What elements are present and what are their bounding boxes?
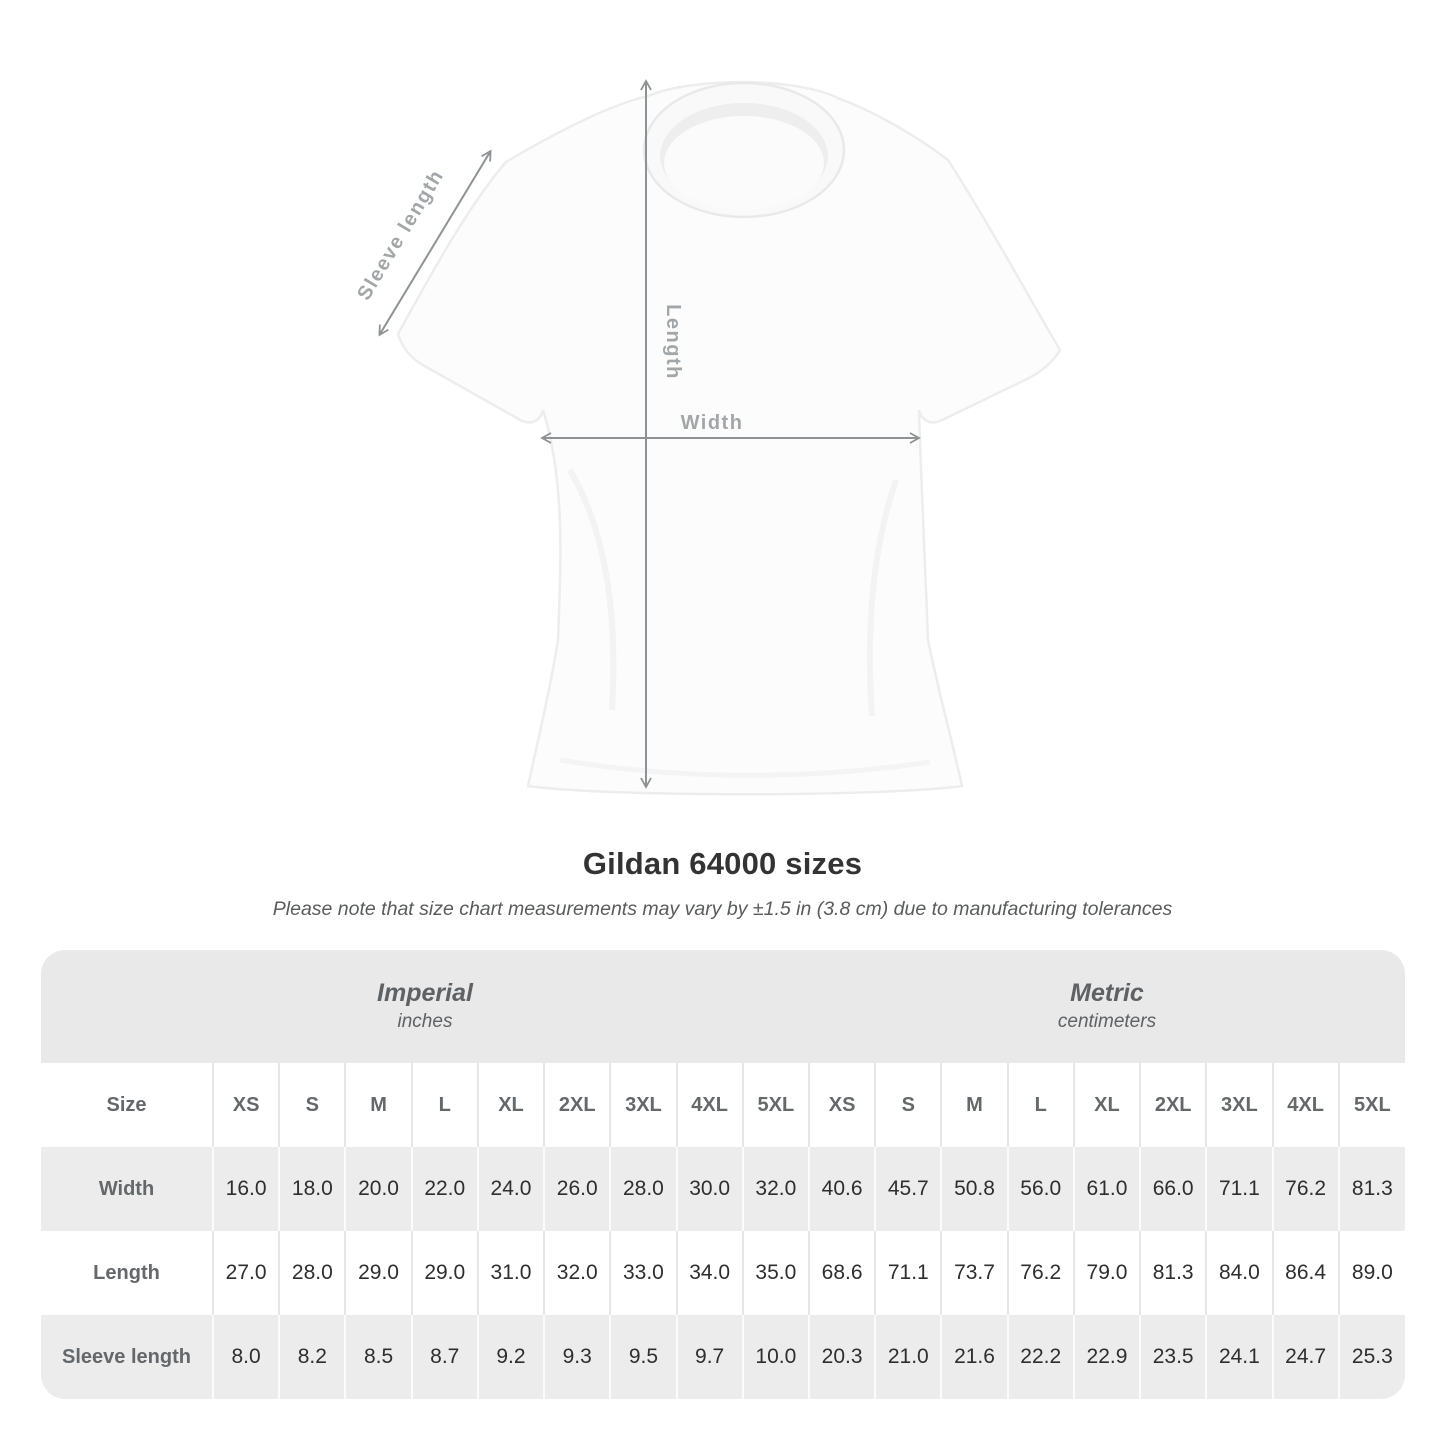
value-cell-metric: 79.0 bbox=[1072, 1231, 1141, 1315]
value-cell-imperial: 31.0 bbox=[476, 1231, 545, 1315]
value-cell-imperial: 34.0 bbox=[675, 1231, 743, 1315]
value-cell-metric: 25.3 bbox=[1337, 1315, 1405, 1399]
value-cell-imperial: 26.0 bbox=[543, 1147, 611, 1231]
row-label-cell: Length bbox=[41, 1231, 213, 1315]
value-cell-metric: 68.6 bbox=[807, 1231, 876, 1315]
value-cell-imperial: 29.0 bbox=[410, 1231, 478, 1315]
measurement-arrows bbox=[378, 79, 921, 789]
value-cell-imperial: 28.0 bbox=[609, 1147, 677, 1231]
size-table: Imperial inches Metric centimeters Size XS S M L… bbox=[41, 950, 1405, 1399]
width-label: Width bbox=[681, 412, 744, 434]
table-row-width: Width 16.0 18.0 20.0 22.0 24.0 26.0 28.0 30.0 32.… bbox=[41, 1147, 1405, 1231]
unit-group-label: Metric bbox=[1070, 979, 1144, 1008]
size-header-cell: Size bbox=[41, 1063, 213, 1147]
table-row-sleeve-length: Sleeve length 8.0 8.2 8.5 8.7 9.2 9.3 9.5 9.7 10.… bbox=[41, 1315, 1405, 1399]
value-cell-metric: 20.3 bbox=[807, 1315, 876, 1399]
table-row-length: Length 27.0 28.0 29.0 29.0 31.0 32.0 33.0 34.0 35… bbox=[41, 1231, 1405, 1315]
row-label-cell: Sleeve length bbox=[41, 1315, 213, 1399]
value-cell-metric: 22.9 bbox=[1072, 1315, 1141, 1399]
size-col-metric-5xl: 5XL bbox=[1337, 1063, 1405, 1147]
size-col-metric-2xl: 2XL bbox=[1139, 1063, 1207, 1147]
value-cell-metric: 50.8 bbox=[940, 1147, 1008, 1231]
value-cell-imperial: 9.5 bbox=[609, 1315, 677, 1399]
value-cell-metric: 40.6 bbox=[807, 1147, 876, 1231]
metric-group-header: Metric centimeters bbox=[808, 950, 1405, 1063]
tshirt-measurement-figure: Sleeve length Length Width bbox=[353, 79, 1062, 796]
size-col-metric-m: M bbox=[940, 1063, 1008, 1147]
unit-header-row: Imperial inches Metric centimeters bbox=[41, 950, 1405, 1063]
size-table-grid: Imperial inches Metric centimeters Size XS S M L… bbox=[41, 950, 1405, 1399]
value-cell-metric: 24.7 bbox=[1271, 1315, 1339, 1399]
length-label: Length bbox=[662, 304, 684, 380]
value-cell-metric: 22.2 bbox=[1006, 1315, 1074, 1399]
value-cell-imperial: 8.0 bbox=[211, 1315, 280, 1399]
value-cell-metric: 86.4 bbox=[1271, 1231, 1339, 1315]
page-subtitle: Please note that size chart measurements… bbox=[272, 898, 1173, 920]
unit-group-unit: inches bbox=[397, 1011, 453, 1033]
size-col-imperial-s: S bbox=[278, 1063, 346, 1147]
size-col-metric-xl: XL bbox=[1072, 1063, 1141, 1147]
value-cell-metric: 21.6 bbox=[940, 1315, 1008, 1399]
value-cell-imperial: 20.0 bbox=[344, 1147, 412, 1231]
value-cell-metric: 23.5 bbox=[1139, 1315, 1207, 1399]
value-cell-metric: 81.3 bbox=[1337, 1147, 1405, 1231]
value-cell-imperial: 10.0 bbox=[741, 1315, 809, 1399]
value-cell-metric: 45.7 bbox=[874, 1147, 942, 1231]
value-cell-metric: 76.2 bbox=[1006, 1231, 1074, 1315]
value-cell-imperial: 9.3 bbox=[543, 1315, 611, 1399]
size-col-metric-l: L bbox=[1006, 1063, 1074, 1147]
sleeve-length-arrow bbox=[378, 149, 492, 337]
size-col-imperial-xs: XS bbox=[211, 1063, 280, 1147]
value-cell-metric: 61.0 bbox=[1072, 1147, 1141, 1231]
value-cell-imperial: 9.7 bbox=[675, 1315, 743, 1399]
value-cell-imperial: 30.0 bbox=[675, 1147, 743, 1231]
value-cell-imperial: 8.7 bbox=[410, 1315, 478, 1399]
value-cell-metric: 81.3 bbox=[1139, 1231, 1207, 1315]
value-cell-imperial: 27.0 bbox=[211, 1231, 280, 1315]
value-cell-imperial: 28.0 bbox=[278, 1231, 346, 1315]
value-cell-imperial: 32.0 bbox=[741, 1147, 809, 1231]
value-cell-imperial: 32.0 bbox=[543, 1231, 611, 1315]
size-col-imperial-5xl: 5XL bbox=[741, 1063, 809, 1147]
size-col-imperial-m: M bbox=[344, 1063, 412, 1147]
size-col-imperial-4xl: 4XL bbox=[675, 1063, 743, 1147]
size-col-imperial-xl: XL bbox=[476, 1063, 545, 1147]
value-cell-metric: 71.1 bbox=[874, 1231, 942, 1315]
value-cell-imperial: 24.0 bbox=[476, 1147, 545, 1231]
unit-group-label: Imperial bbox=[377, 979, 473, 1008]
value-cell-metric: 56.0 bbox=[1006, 1147, 1074, 1231]
size-header-row: Size XS S M L XL 2XL 3XL 4XL 5XL XS S M L XL 2XL 3XL 4XL 5… bbox=[41, 1063, 1405, 1147]
value-cell-imperial: 8.2 bbox=[278, 1315, 346, 1399]
value-cell-imperial: 35.0 bbox=[741, 1231, 809, 1315]
value-cell-metric: 24.1 bbox=[1205, 1315, 1273, 1399]
value-cell-metric: 73.7 bbox=[940, 1231, 1008, 1315]
value-cell-imperial: 8.5 bbox=[344, 1315, 412, 1399]
value-cell-metric: 21.0 bbox=[874, 1315, 942, 1399]
size-col-metric-3xl: 3XL bbox=[1205, 1063, 1273, 1147]
size-col-metric-s: S bbox=[874, 1063, 942, 1147]
value-cell-metric: 89.0 bbox=[1337, 1231, 1405, 1315]
size-col-imperial-l: L bbox=[410, 1063, 478, 1147]
imperial-group-header: Imperial inches bbox=[41, 950, 809, 1063]
value-cell-metric: 76.2 bbox=[1271, 1147, 1339, 1231]
value-cell-imperial: 16.0 bbox=[211, 1147, 280, 1231]
unit-group-unit: centimeters bbox=[1057, 1011, 1157, 1033]
size-col-imperial-2xl: 2XL bbox=[543, 1063, 611, 1147]
value-cell-metric: 71.1 bbox=[1205, 1147, 1273, 1231]
row-label-cell: Width bbox=[41, 1147, 213, 1231]
value-cell-imperial: 22.0 bbox=[410, 1147, 478, 1231]
value-cell-imperial: 9.2 bbox=[476, 1315, 545, 1399]
size-col-metric-xs: XS bbox=[807, 1063, 876, 1147]
value-cell-metric: 66.0 bbox=[1139, 1147, 1207, 1231]
value-cell-imperial: 29.0 bbox=[344, 1231, 412, 1315]
value-cell-metric: 84.0 bbox=[1205, 1231, 1273, 1315]
size-col-metric-4xl: 4XL bbox=[1271, 1063, 1339, 1147]
page-title: Gildan 64000 sizes bbox=[582, 846, 863, 881]
value-cell-imperial: 18.0 bbox=[278, 1147, 346, 1231]
size-col-imperial-3xl: 3XL bbox=[609, 1063, 677, 1147]
tshirt-diagram: Sleeve length Length Width bbox=[353, 79, 1062, 796]
value-cell-imperial: 33.0 bbox=[609, 1231, 677, 1315]
